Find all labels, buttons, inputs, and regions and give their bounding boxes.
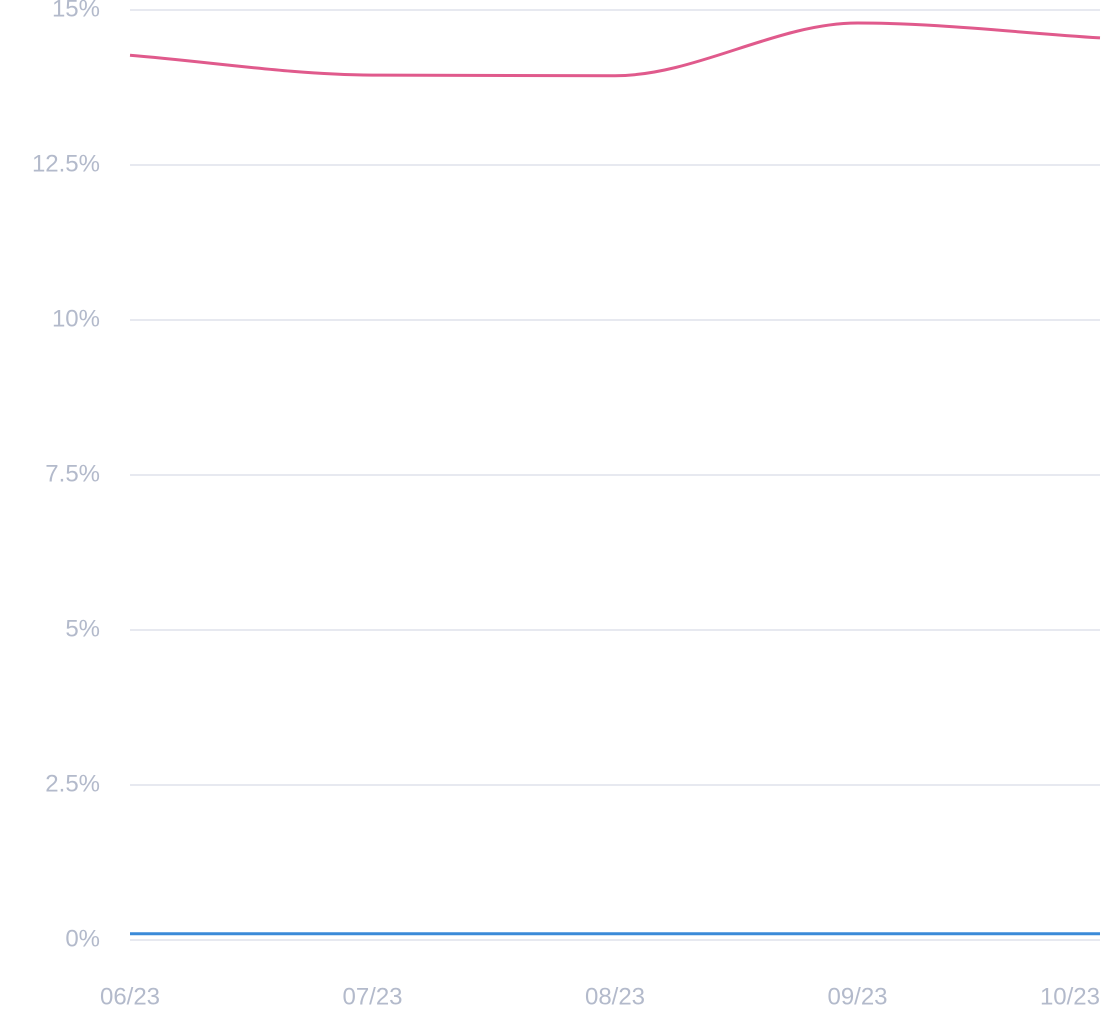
y-tick-label: 10% bbox=[52, 305, 100, 332]
y-tick-label: 12.5% bbox=[32, 150, 100, 177]
y-tick-label: 7.5% bbox=[45, 460, 100, 487]
x-tick-label: 09/23 bbox=[827, 983, 887, 1010]
y-tick-label: 15% bbox=[52, 0, 100, 22]
x-tick-label: 06/23 bbox=[100, 983, 160, 1010]
y-tick-label: 0% bbox=[65, 925, 100, 952]
x-tick-label: 08/23 bbox=[585, 983, 645, 1010]
series-line bbox=[129, 21, 1101, 78]
x-tick-label: 07/23 bbox=[342, 983, 402, 1010]
y-tick-label: 5% bbox=[65, 615, 100, 642]
y-tick-label: 2.5% bbox=[45, 770, 100, 797]
x-tick-label: 10/23 bbox=[1040, 983, 1100, 1010]
